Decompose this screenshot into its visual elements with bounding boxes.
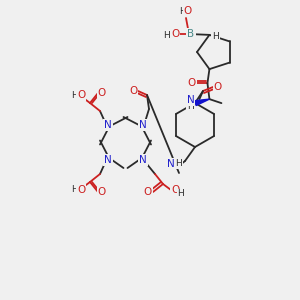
Text: H: H [163, 31, 170, 40]
Text: N: N [139, 155, 147, 165]
Text: H: H [187, 102, 194, 111]
Text: H: H [178, 190, 184, 199]
Text: N: N [187, 95, 194, 105]
Text: O: O [98, 187, 106, 197]
Polygon shape [195, 99, 209, 106]
Text: B: B [188, 29, 195, 39]
Text: O: O [171, 29, 179, 39]
Text: N: N [167, 159, 175, 169]
Text: O: O [144, 187, 152, 197]
Text: H: H [72, 91, 78, 100]
Text: O: O [171, 185, 179, 195]
Text: H: H [72, 185, 78, 194]
Text: N: N [139, 120, 147, 130]
Text: O: O [214, 82, 222, 92]
Text: H: H [176, 160, 182, 169]
Text: H: H [180, 7, 186, 16]
Text: O: O [129, 86, 137, 96]
Text: O: O [98, 88, 106, 98]
Text: O: O [184, 6, 192, 16]
Text: N: N [104, 155, 112, 165]
Text: O: O [77, 90, 85, 100]
Text: O: O [187, 78, 196, 88]
Text: O: O [77, 185, 85, 195]
Text: N: N [104, 120, 112, 130]
Text: H: H [212, 32, 219, 41]
